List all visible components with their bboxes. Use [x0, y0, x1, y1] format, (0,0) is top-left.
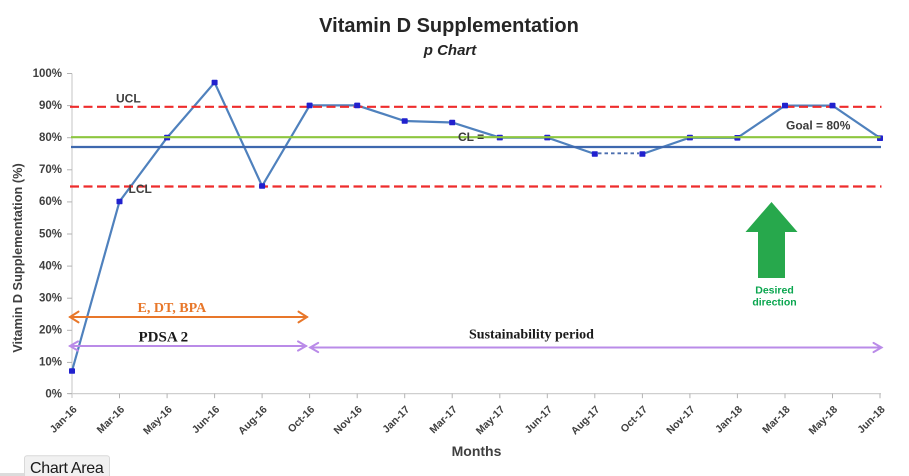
svg-text:20%: 20% [39, 325, 62, 337]
svg-text:Mar-17: Mar-17 [427, 404, 460, 437]
svg-text:Desired: Desired [755, 285, 794, 297]
svg-text:Vitamin D Supplementation (%): Vitamin D Supplementation (%) [10, 163, 25, 353]
svg-text:Jun-17: Jun-17 [523, 404, 556, 437]
svg-text:40%: 40% [39, 260, 62, 272]
svg-text:Oct-17: Oct-17 [618, 404, 650, 436]
svg-text:Sustainability period: Sustainability period [469, 328, 594, 343]
svg-text:Aug-17: Aug-17 [569, 404, 603, 438]
svg-text:Months: Months [452, 443, 502, 459]
svg-text:Aug-16: Aug-16 [236, 404, 270, 438]
svg-text:Mar-16: Mar-16 [95, 404, 128, 437]
svg-text:May-17: May-17 [474, 404, 508, 438]
svg-text:May-18: May-18 [806, 404, 840, 438]
svg-text:LCL: LCL [129, 182, 152, 196]
svg-text:90%: 90% [39, 100, 62, 112]
svg-text:Vitamin D Supplementation: Vitamin D Supplementation [319, 15, 579, 37]
svg-text:50%: 50% [39, 228, 62, 240]
svg-text:100%: 100% [33, 68, 62, 80]
svg-text:Goal = 80%: Goal = 80% [786, 119, 851, 133]
svg-text:UCL: UCL [116, 92, 141, 106]
svg-text:60%: 60% [39, 196, 62, 208]
svg-text:Oct-16: Oct-16 [286, 404, 318, 436]
svg-text:10%: 10% [39, 357, 62, 369]
svg-text:Nov-17: Nov-17 [664, 404, 697, 437]
svg-text:Chart Area: Chart Area [30, 460, 104, 476]
svg-text:E, DT, BPA: E, DT, BPA [138, 301, 208, 316]
svg-text:p Chart: p Chart [423, 42, 478, 59]
svg-text:80%: 80% [39, 132, 62, 144]
svg-text:Mar-18: Mar-18 [760, 404, 793, 437]
svg-text:Jan-17: Jan-17 [380, 404, 412, 436]
svg-text:Jan-16: Jan-16 [48, 404, 80, 436]
svg-text:Jun-18: Jun-18 [855, 404, 888, 437]
svg-text:30%: 30% [39, 292, 62, 304]
svg-text:May-16: May-16 [141, 404, 175, 438]
svg-text:CL =: CL = [458, 130, 484, 144]
svg-text:PDSA 2: PDSA 2 [139, 330, 189, 346]
svg-text:direction: direction [752, 297, 796, 309]
svg-text:Jun-16: Jun-16 [190, 404, 223, 437]
svg-text:Nov-16: Nov-16 [332, 404, 365, 437]
svg-text:0%: 0% [45, 389, 62, 401]
svg-text:70%: 70% [39, 164, 62, 176]
svg-text:Jan-18: Jan-18 [713, 404, 745, 436]
